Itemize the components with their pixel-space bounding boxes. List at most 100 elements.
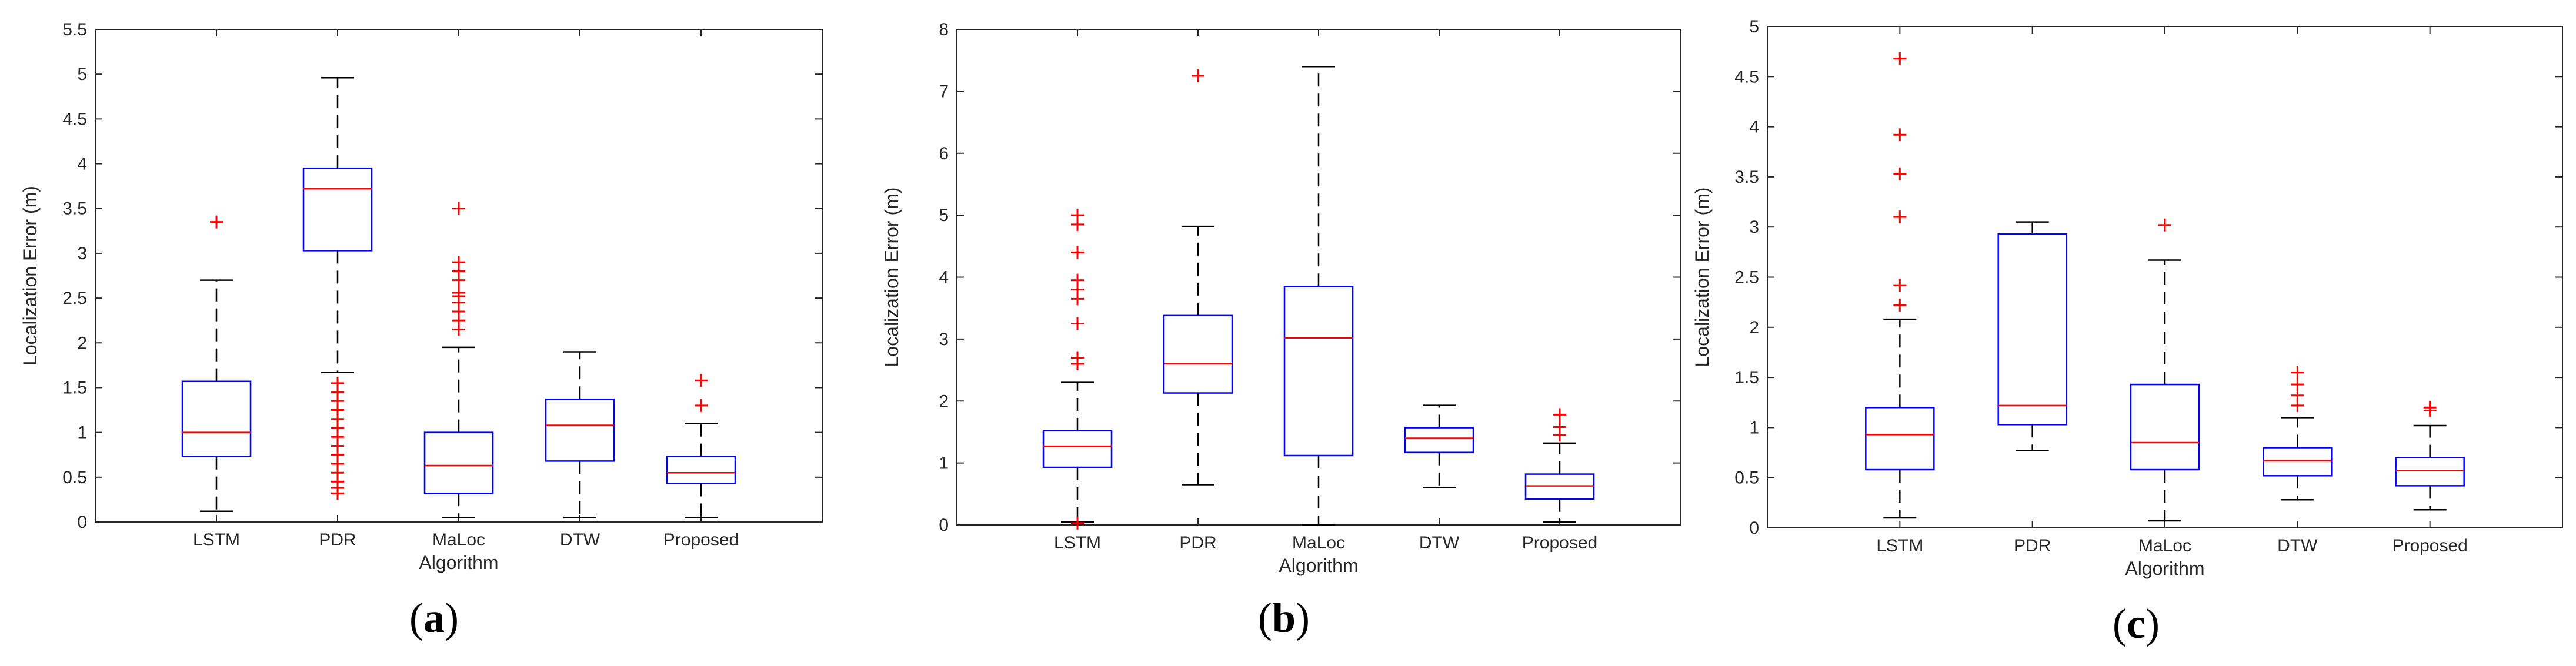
outlier-point (1071, 351, 1084, 364)
x-tick-label: PDR (2014, 536, 2051, 555)
box-proposed (666, 374, 736, 518)
box-pdr (302, 77, 373, 500)
iqr-box (2130, 383, 2200, 471)
box-proposed (1524, 408, 1595, 523)
outlier-point (1893, 128, 1907, 142)
y-tick-label: 0 (1749, 518, 1759, 538)
outlier-point (452, 286, 465, 299)
panel-c: 0 0.5 1 1.5 2 2.5 3 3.5 4 4.5 5 LSTM PDR MaLoc DTW Prop… (1691, 17, 2563, 579)
x-tick-label: MaLoc (1292, 533, 1345, 553)
panel-b: 0 1 2 3 4 5 6 7 8 LSTM PDR MaLoc DTW Proposed Algorith… (881, 20, 1681, 576)
box-dtw (545, 351, 615, 518)
y-tick-label: 2 (1749, 318, 1759, 337)
y-tick-label: 0.5 (62, 468, 87, 487)
iqr-box (1404, 427, 1474, 453)
x-tick-label: LSTM (193, 530, 240, 550)
iqr-box (1865, 407, 1935, 471)
x-tick-label: PDR (1179, 533, 1216, 553)
x-tick-label: DTW (1419, 533, 1460, 553)
y-tick-label: 0.5 (1734, 468, 1759, 488)
iqr-box (1042, 430, 1113, 468)
x-axis-label: Algorithm (2125, 558, 2204, 579)
outlier-point (1553, 420, 1566, 434)
x-tick-label: DTW (2277, 536, 2318, 555)
outlier-point (452, 256, 465, 269)
y-tick-label: 0 (77, 513, 87, 532)
x-tick-label: Proposed (1522, 533, 1597, 553)
iqr-box (302, 167, 373, 252)
y-tick-label: 3 (77, 244, 87, 263)
y-tick-label: 0 (939, 516, 949, 535)
iqr-box (181, 380, 252, 458)
y-tick-label: 5 (939, 206, 949, 225)
y-tick-label: 8 (939, 20, 949, 39)
outlier-point (2423, 401, 2437, 414)
y-axis-label: Localization Error (m) (881, 188, 902, 367)
iqr-box (666, 456, 736, 484)
iqr-box (1163, 314, 1233, 394)
outlier-point (210, 215, 223, 229)
iqr-box (423, 431, 494, 494)
outlier-point (1192, 69, 1204, 83)
panel-caption: (c) (2113, 600, 2160, 647)
x-tick-label: LSTM (1054, 533, 1101, 553)
y-tick-label: 2 (77, 333, 87, 353)
x-axis-label: Algorithm (1279, 555, 1358, 576)
outlier-point (452, 202, 465, 215)
y-tick-label: 1.5 (62, 378, 87, 397)
box-maloc (423, 202, 494, 518)
y-tick-label: 1.5 (1734, 368, 1759, 387)
outlier-point (2158, 218, 2171, 232)
box-lstm (1865, 52, 1935, 519)
y-tick-label: 1 (939, 454, 949, 473)
outlier-point (1071, 516, 1084, 530)
y-tick-label: 2 (939, 391, 949, 411)
outlier-point (1893, 299, 1907, 312)
outlier-point (1893, 52, 1907, 65)
x-tick-label: LSTM (1876, 536, 1923, 555)
y-tick-label: 3 (1749, 217, 1759, 237)
y-tick-label: 4 (77, 155, 87, 174)
box-maloc (1283, 65, 1354, 526)
iqr-box (2395, 457, 2465, 487)
box-pdr (1997, 221, 2067, 451)
box-dtw (2263, 366, 2333, 501)
box-pdr (1163, 69, 1233, 486)
y-tick-label: 6 (939, 144, 949, 163)
outlier-point (2291, 389, 2304, 402)
x-tick-label: DTW (560, 530, 600, 550)
x-tick-label: PDR (319, 530, 356, 550)
box-lstm (1042, 209, 1113, 530)
outlier-point (1893, 279, 1907, 292)
outlier-point (1893, 167, 1907, 180)
outlier-point (2291, 378, 2304, 391)
outlier-point (695, 399, 708, 412)
outlier-point (1071, 209, 1084, 222)
box-lstm (181, 215, 252, 512)
y-tick-label: 5.5 (62, 20, 87, 39)
y-tick-label: 3 (939, 330, 949, 349)
y-tick-label: 4.5 (62, 109, 87, 129)
iqr-box (545, 399, 615, 462)
y-tick-label: 4 (939, 268, 949, 287)
iqr-box (1283, 286, 1354, 457)
y-tick-label: 1 (77, 423, 87, 443)
outlier-point (331, 487, 344, 500)
outlier-point (1071, 273, 1084, 287)
outlier-point (2291, 366, 2304, 379)
outlier-point (1071, 317, 1084, 330)
x-tick-label: Proposed (2392, 536, 2467, 555)
y-tick-label: 4.5 (1734, 67, 1759, 86)
x-axis-label: Algorithm (419, 552, 498, 573)
y-axis-label: Localization Error (m) (19, 186, 41, 366)
x-tick-label: MaLoc (432, 530, 485, 550)
y-tick-label: 5 (77, 65, 87, 84)
box-proposed (2395, 401, 2465, 511)
box-dtw (1404, 404, 1474, 489)
panel-caption: (a) (409, 594, 459, 641)
outlier-point (1071, 246, 1084, 259)
outlier-point (1553, 408, 1566, 421)
y-tick-label: 1 (1749, 418, 1759, 437)
outlier-point (695, 374, 708, 387)
x-tick-label: Proposed (663, 530, 739, 550)
